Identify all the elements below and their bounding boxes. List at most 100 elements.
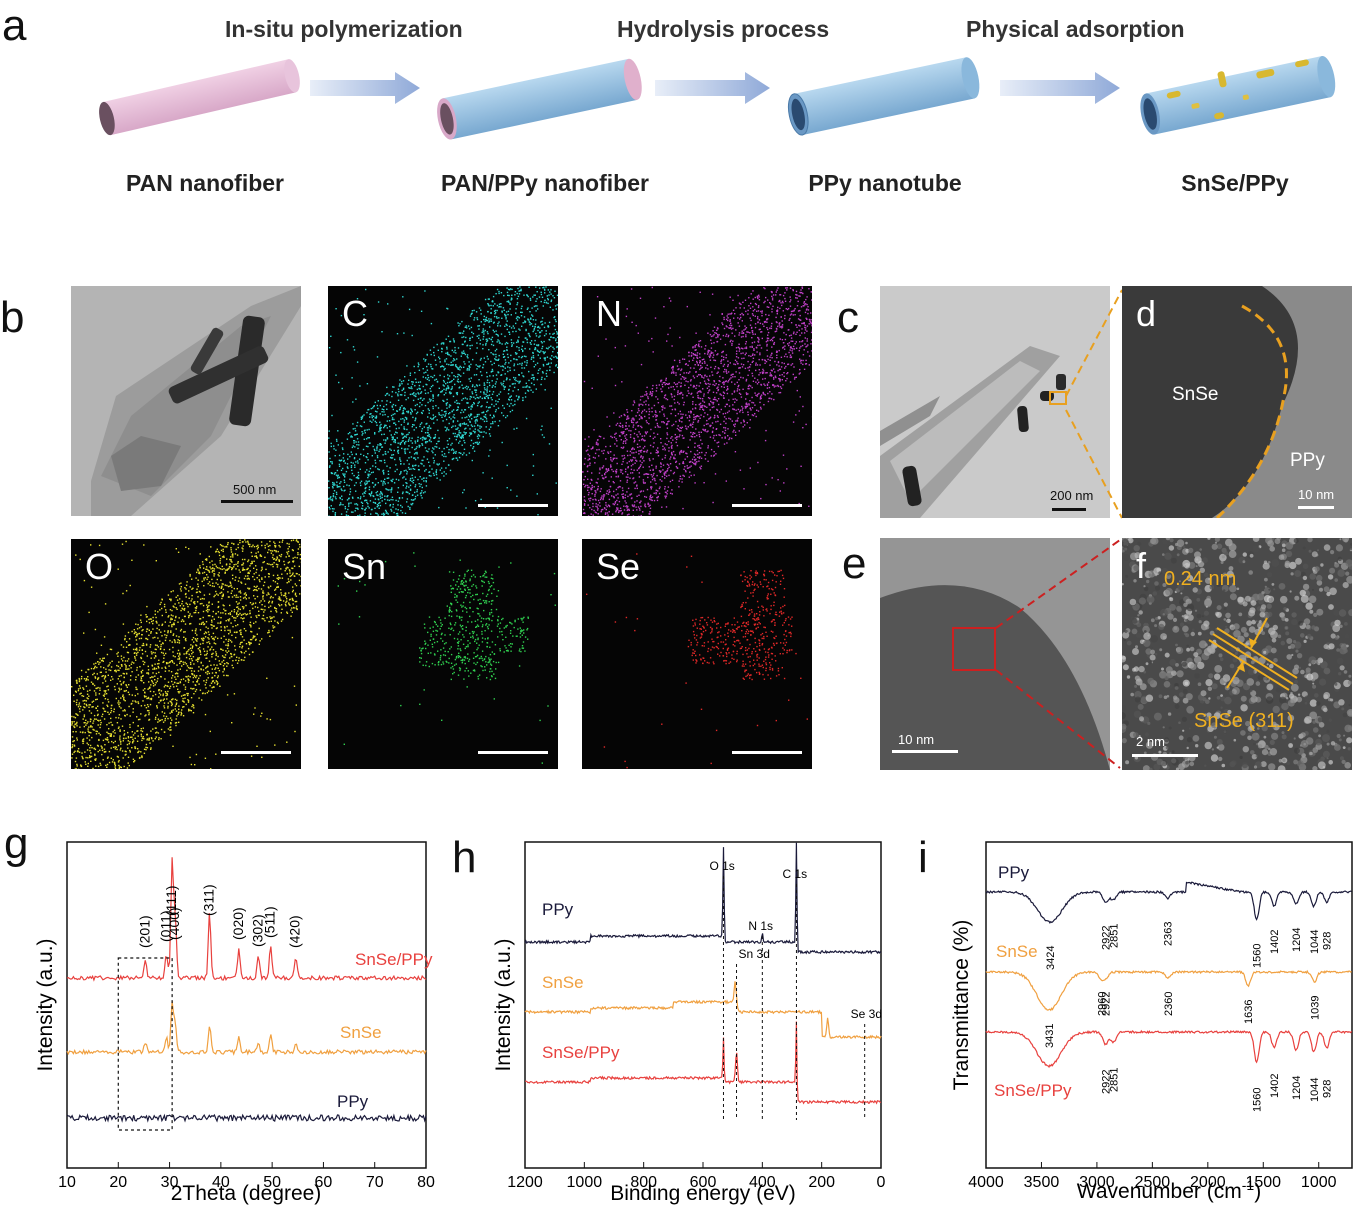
map-o-label: O xyxy=(85,546,114,587)
ftir-band-label: 3424 xyxy=(1045,946,1057,970)
map-c-scale-bar xyxy=(478,504,548,507)
ftir-tick-label-2500: 2500 xyxy=(1135,1174,1171,1191)
xrd-tick-label-40: 40 xyxy=(212,1174,230,1191)
lattice-spacing-label: 0.24 nm xyxy=(1164,568,1237,590)
ppy-nanotube-shape xyxy=(787,57,980,136)
xrd-peak-label: (201) xyxy=(136,915,152,948)
xps-legend-snse: SnSe xyxy=(542,973,584,992)
lattice-fringes xyxy=(1208,617,1298,691)
arrow-2 xyxy=(655,72,770,104)
xrd-tick-label-80: 80 xyxy=(417,1174,435,1191)
ftir-tick-label-2000: 2000 xyxy=(1190,1174,1226,1191)
xrd-peak-label: (311) xyxy=(201,884,217,916)
stage-label-pan: PAN nanofiber xyxy=(125,170,285,196)
map-c-label: C xyxy=(342,293,368,334)
xps-series-1 xyxy=(524,981,882,1040)
xrd-series-1 xyxy=(66,1000,427,1056)
xps-peak-label: C 1s xyxy=(782,867,807,881)
zoom-lines-ef xyxy=(995,539,1121,769)
ftir-band-label: 1204 xyxy=(1291,928,1303,952)
ftir-tick-label-1500: 1500 xyxy=(1245,1174,1281,1191)
xps-tick-label-400: 400 xyxy=(749,1174,776,1191)
xps-tick-label-1200: 1200 xyxy=(507,1174,543,1191)
xps-y-axis-label: Intensity (a.u.) xyxy=(492,938,515,1071)
xps-series-2 xyxy=(525,1021,882,1105)
stage-label-ppy-nanotube: PPy nanotube xyxy=(808,170,962,196)
ftir-band-label: 928 xyxy=(1322,932,1334,950)
xps-plot-frame xyxy=(524,841,882,1169)
map-o: O xyxy=(71,539,301,769)
hrtem-image-f: f 0.24 nm SnSe (311) 2 nm xyxy=(1122,538,1352,770)
map-sn-label: Sn xyxy=(342,546,387,587)
ftir-y-axis-label: Transmittance (%) xyxy=(950,920,973,1091)
xrd-plot-frame xyxy=(66,841,427,1169)
hrtem-image-e: 10 nm xyxy=(880,538,1110,770)
pan-ppy-nanofiber-shape xyxy=(437,58,642,140)
xrd-peak-label: (420) xyxy=(287,915,303,948)
pan-nanofiber-shape xyxy=(99,59,300,136)
xps-peak-label: Se 3d xyxy=(851,1007,882,1021)
panel-c-label: c xyxy=(837,293,859,342)
ftir-band-label: 1636 xyxy=(1243,1000,1255,1024)
map-n-label: N xyxy=(596,293,622,334)
xrd-peak-label: (400) xyxy=(166,907,182,940)
map-n-scale-bar xyxy=(732,504,802,507)
ftir-band-label: 2922 xyxy=(1101,1070,1113,1094)
xrd-peak-label: (511) xyxy=(262,906,278,938)
panel-e-label: e xyxy=(842,539,867,588)
scale-label-f: 2 nm xyxy=(1136,734,1165,749)
xps-tick-label-1000: 1000 xyxy=(567,1174,603,1191)
ftir-band-label: 928 xyxy=(1322,1080,1334,1098)
ftir-band-label: 2960 xyxy=(1096,992,1108,1016)
ftir-band-label: 2363 xyxy=(1163,922,1175,946)
step-label-adsorption: Physical adsorption xyxy=(966,16,1185,42)
xrd-tick-label-70: 70 xyxy=(366,1174,384,1191)
panel-g-label: g xyxy=(4,819,29,868)
xrd-legend-snse-ppy: SnSe/PPy xyxy=(355,950,433,969)
ftir-chart: 4000 3500 3000 2500 2000 1500 1000 34242922285… xyxy=(950,841,1353,1203)
ftir-legend-ppy: PPy xyxy=(998,863,1030,882)
ftir-tick-label-4000: 4000 xyxy=(968,1174,1004,1191)
panel-h-label: h xyxy=(452,833,477,882)
ftir-band-label: 1402 xyxy=(1269,1074,1281,1098)
panel-a-label: a xyxy=(2,1,27,50)
ftir-legend-snse: SnSe xyxy=(996,942,1038,961)
panel-b-label: b xyxy=(0,293,25,342)
xrd-series-2 xyxy=(66,1113,427,1123)
xps-tick-label-600: 600 xyxy=(690,1174,717,1191)
ftir-band-label: 1560 xyxy=(1252,944,1264,968)
lattice-plane-label: SnSe (311) xyxy=(1194,710,1294,732)
map-se: Se xyxy=(582,539,812,769)
xps-tick-label-0: 0 xyxy=(877,1174,886,1191)
ftir-legend-snse-ppy: SnSe/PPy xyxy=(994,1081,1072,1100)
map-sn-scale-bar xyxy=(478,751,548,754)
ftir-band-label: 3431 xyxy=(1044,1024,1056,1048)
xrd-y-axis-label: Intensity (a.u.) xyxy=(34,938,57,1071)
arrow-3 xyxy=(1000,72,1120,104)
xrd-tick-label-30: 30 xyxy=(161,1174,179,1191)
xps-x-axis-label: Binding energy (eV) xyxy=(610,1182,796,1205)
ftir-tick-label-1000: 1000 xyxy=(1301,1174,1337,1191)
ftir-band-label: 2360 xyxy=(1163,992,1175,1016)
step-label-hydrolysis: Hydrolysis process xyxy=(617,16,830,42)
scale-bar-f xyxy=(1132,754,1198,757)
map-sn: Sn xyxy=(328,539,558,769)
xrd-tick-label-20: 20 xyxy=(109,1174,127,1191)
tem-scale-label: 500 nm xyxy=(233,482,277,497)
xrd-dashed-box xyxy=(117,957,173,1131)
scale-bar-c xyxy=(1052,508,1086,511)
xrd-tick-label-60: 60 xyxy=(315,1174,333,1191)
ftir-x-axis-label: Wavenumber (cm-1) xyxy=(1077,1177,1261,1203)
scale-bar-e xyxy=(892,750,958,753)
stage-label-pan-ppy: PAN/PPy nanofiber xyxy=(441,170,649,196)
xrd-series-0 xyxy=(66,857,427,982)
xps-tick-label-200: 200 xyxy=(808,1174,835,1191)
snse-annotation-d: SnSe xyxy=(1172,384,1219,405)
scale-label-c: 200 nm xyxy=(1050,488,1094,503)
arrow-1 xyxy=(310,72,420,104)
ftir-band-label: 1560 xyxy=(1252,1088,1264,1112)
xrd-tick-label-50: 50 xyxy=(263,1174,281,1191)
ftir-tick-label-3500: 3500 xyxy=(1024,1174,1060,1191)
snse-ppy-shape xyxy=(1140,55,1336,135)
xps-chart: 1200 1000 800 600 400 200 0 O 1s Sn 3d N 1s C 1s S… xyxy=(492,841,886,1205)
